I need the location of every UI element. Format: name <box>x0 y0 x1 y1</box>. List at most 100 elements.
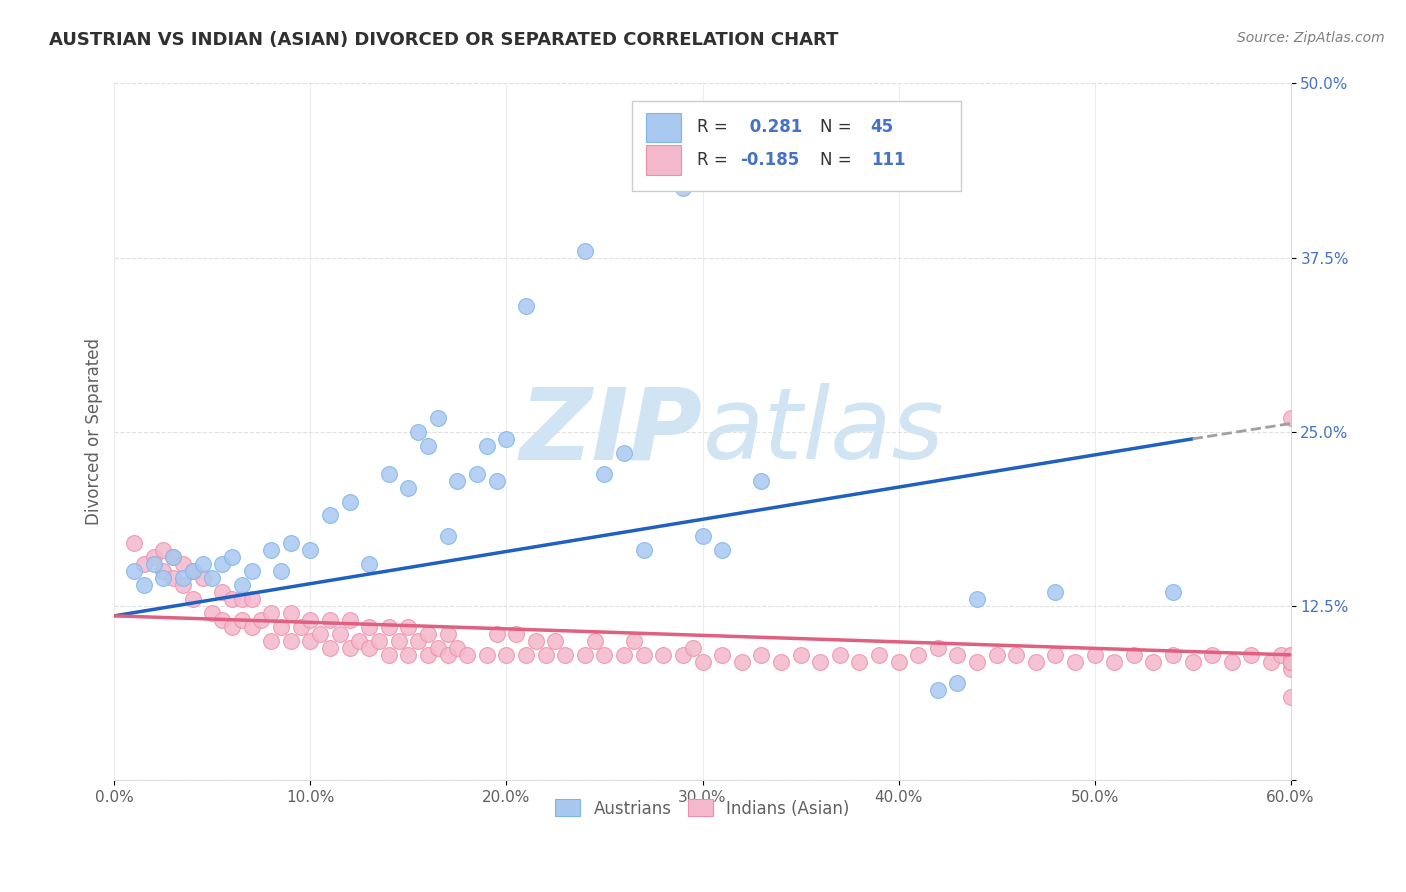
Point <box>946 648 969 662</box>
Point <box>465 467 488 481</box>
Point <box>359 558 381 572</box>
Bar <box>631 101 962 192</box>
Point <box>456 648 478 662</box>
Point <box>769 655 792 669</box>
Point <box>181 564 204 578</box>
Text: -0.185: -0.185 <box>740 151 800 169</box>
Point <box>240 564 263 578</box>
Text: AUSTRIAN VS INDIAN (ASIAN) DIVORCED OR SEPARATED CORRELATION CHART: AUSTRIAN VS INDIAN (ASIAN) DIVORCED OR S… <box>49 31 838 49</box>
Point <box>181 592 204 607</box>
Point <box>711 543 734 558</box>
Point <box>339 613 361 627</box>
Point <box>1279 655 1302 669</box>
Point <box>378 648 401 662</box>
Point <box>749 648 772 662</box>
Point <box>574 648 596 662</box>
Point <box>927 682 949 697</box>
Text: 0.281: 0.281 <box>744 119 801 136</box>
Point <box>633 543 655 558</box>
Point <box>731 655 754 669</box>
Point <box>368 634 391 648</box>
Point <box>485 474 508 488</box>
Point <box>1161 648 1184 662</box>
Point <box>181 564 204 578</box>
Point <box>309 627 332 641</box>
Point <box>485 627 508 641</box>
Point <box>406 425 429 439</box>
Bar <box>645 112 682 142</box>
Point <box>436 648 458 662</box>
Point <box>1279 662 1302 676</box>
Point <box>221 620 243 634</box>
Point <box>426 640 449 655</box>
Point <box>406 634 429 648</box>
Point <box>1161 585 1184 599</box>
Point <box>1279 648 1302 662</box>
Point <box>946 675 969 690</box>
Point <box>211 558 233 572</box>
Point <box>211 613 233 627</box>
Point <box>1083 648 1105 662</box>
Point <box>1142 655 1164 669</box>
Point <box>162 571 184 585</box>
Point <box>260 634 283 648</box>
Point <box>1279 655 1302 669</box>
Text: atlas: atlas <box>703 384 945 481</box>
Point <box>1064 655 1087 669</box>
Point <box>789 648 811 662</box>
Point <box>613 648 636 662</box>
Point <box>426 411 449 425</box>
Point <box>299 613 322 627</box>
Point <box>349 634 371 648</box>
Point <box>436 529 458 543</box>
Point <box>534 648 557 662</box>
Point <box>495 432 517 446</box>
Point <box>132 558 155 572</box>
Point <box>907 648 929 662</box>
Point <box>270 620 292 634</box>
Text: ZIP: ZIP <box>519 384 703 481</box>
Point <box>711 648 734 662</box>
Point <box>329 627 352 641</box>
Point <box>436 627 458 641</box>
Point <box>231 578 253 592</box>
Point <box>593 648 616 662</box>
Point <box>260 543 283 558</box>
Point <box>887 655 910 669</box>
Point <box>162 550 184 565</box>
Point <box>152 571 174 585</box>
Point <box>574 244 596 258</box>
Text: N =: N = <box>820 119 858 136</box>
Point <box>633 648 655 662</box>
Point <box>172 558 194 572</box>
Bar <box>645 145 682 175</box>
Point <box>240 592 263 607</box>
Point <box>270 564 292 578</box>
Point <box>231 592 253 607</box>
Point <box>152 543 174 558</box>
Point <box>1279 690 1302 704</box>
Point <box>1279 411 1302 425</box>
Point <box>1005 648 1028 662</box>
Point <box>544 634 567 648</box>
Point <box>1279 655 1302 669</box>
Point <box>515 300 537 314</box>
Point <box>398 481 420 495</box>
Point <box>749 474 772 488</box>
Point <box>299 543 322 558</box>
Point <box>142 550 165 565</box>
Point <box>142 558 165 572</box>
Point <box>966 592 988 607</box>
Point <box>280 606 302 620</box>
Point <box>172 578 194 592</box>
Text: N =: N = <box>820 151 858 169</box>
Point <box>172 571 194 585</box>
Point <box>191 571 214 585</box>
Point <box>132 578 155 592</box>
Point <box>162 550 184 565</box>
Point <box>388 634 411 648</box>
Y-axis label: Divorced or Separated: Divorced or Separated <box>86 338 103 525</box>
Point <box>1181 655 1204 669</box>
Point <box>1279 655 1302 669</box>
Point <box>1045 648 1067 662</box>
